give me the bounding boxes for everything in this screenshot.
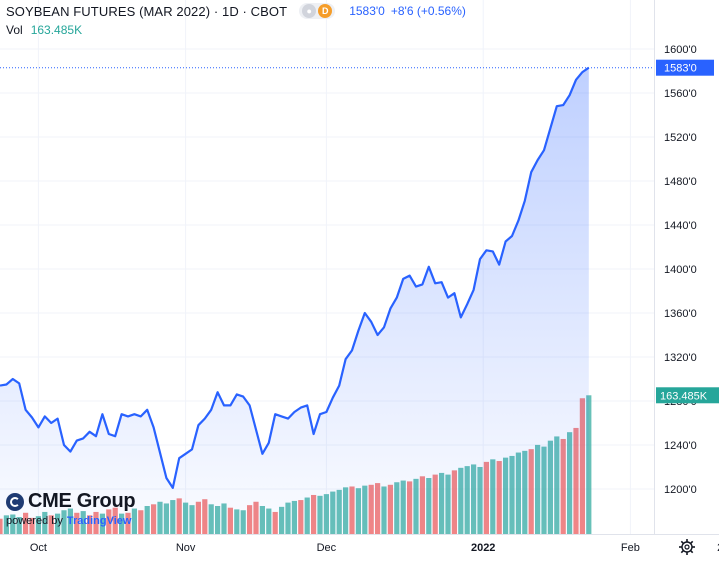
symbol-title[interactable]: SOYBEAN FUTURES (MAR 2022) · 1D · CBOT <box>6 3 288 19</box>
chart-legend: SOYBEAN FUTURES (MAR 2022) · 1D · CBOT ●… <box>6 2 466 20</box>
x-tick-label: Feb <box>621 542 640 554</box>
y-tick-label: 1200'0 <box>664 484 697 496</box>
legend-change: +8'6 (+0.56%) <box>390 4 466 18</box>
y-tick-label: 1320'0 <box>664 352 697 364</box>
volume-value: 163.485K <box>30 23 83 37</box>
market-status-icon[interactable]: ● <box>302 4 317 18</box>
volume-badge <box>656 387 719 404</box>
legend-last-price: 1583'0 <box>349 4 385 18</box>
delayed-data-icon[interactable]: D <box>318 4 333 18</box>
x-tick-label: Dec <box>317 542 337 554</box>
y-tick-label: 1600'0 <box>664 44 697 56</box>
time-axis[interactable]: Oct Nov Dec 2022 Feb 22 <box>0 534 719 555</box>
tradingview-link[interactable]: TradingView <box>66 515 132 527</box>
x-tick-label: Nov <box>176 542 196 554</box>
last-price-badge <box>656 59 714 76</box>
y-tick-label: 1560'0 <box>664 88 697 100</box>
price-axis[interactable]: 1200'01240'01280'01320'01360'01400'01440… <box>654 0 697 534</box>
branding-logo[interactable]: CME Group powered by TradingView <box>6 490 136 527</box>
volume-legend: Vol 163.485K <box>6 23 82 37</box>
company-name: CME Group <box>28 490 136 512</box>
x-tick-label: Oct <box>30 542 47 554</box>
powered-by-label: powered by <box>6 515 63 527</box>
volume-label: Vol <box>6 23 23 37</box>
legend-chips[interactable]: ● D <box>299 3 336 19</box>
settings-gear-icon[interactable] <box>679 539 695 555</box>
axis-badges: 1583'0 163.485K <box>656 59 719 404</box>
last-price-badge-label: 1583'0 <box>664 63 697 75</box>
cme-globe-icon <box>6 492 24 511</box>
volume-badge-label: 163.485K <box>660 390 708 402</box>
y-tick-label: 1480'0 <box>664 176 697 188</box>
price-area-fill <box>0 67 589 534</box>
volume-bar <box>586 395 592 534</box>
y-tick-label: 1400'0 <box>664 264 697 276</box>
y-tick-label: 1440'0 <box>664 220 697 232</box>
y-tick-label: 1520'0 <box>664 132 697 144</box>
y-tick-label: 1360'0 <box>664 308 697 320</box>
y-tick-label: 1240'0 <box>664 440 697 452</box>
price-line <box>0 66 590 489</box>
x-tick-label: 22 <box>717 542 719 554</box>
x-tick-label: 2022 <box>471 542 495 554</box>
